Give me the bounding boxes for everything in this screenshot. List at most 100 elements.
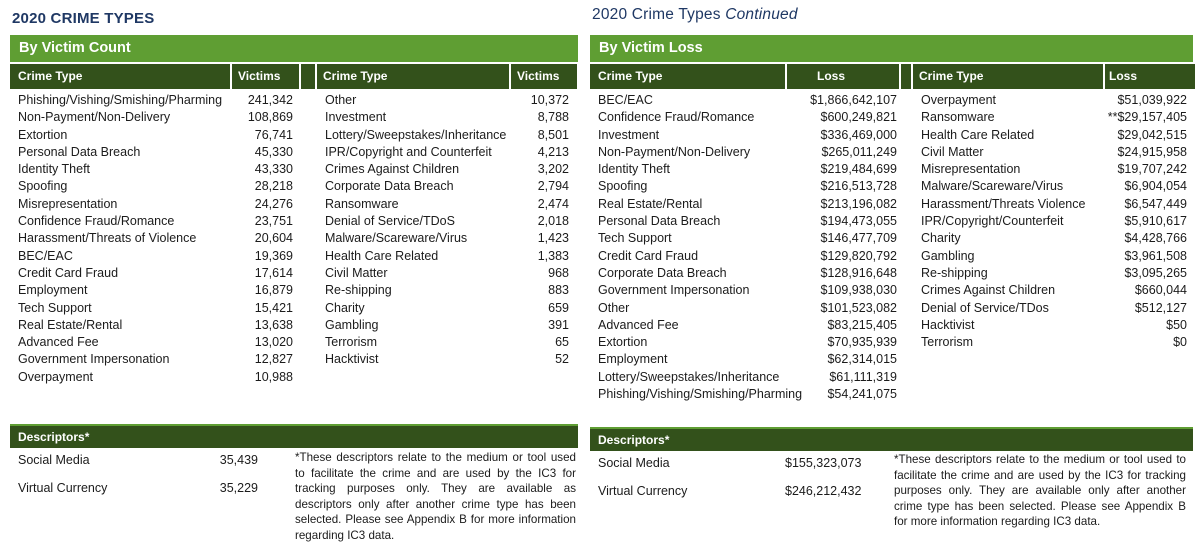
spacer-cell (301, 265, 315, 282)
value-cell: $5,910,617 (1124, 214, 1187, 229)
descriptors-banner-left: Descriptors* (10, 424, 578, 448)
spacer-cell (901, 300, 911, 317)
value-cell: 1,383 (537, 248, 569, 263)
value-cell: 968 (548, 265, 569, 280)
spacer-cell (301, 109, 315, 126)
crime-type-cell: Malware/Scareware/Virus (325, 231, 468, 246)
spacer-cell (301, 213, 315, 230)
spacer-cell (301, 161, 315, 178)
victim-loss-panel: 2020 Crime Types Continued By Victim Los… (590, 0, 1195, 553)
crime-type-cell: Hacktivist (325, 352, 379, 367)
crime-type-cell (913, 369, 1103, 386)
value-cell: $101,523,082 (820, 300, 897, 315)
crime-type-cell: Terrorism (325, 335, 378, 350)
spacer-cell (301, 178, 315, 195)
value-cell: $109,938,030 (820, 283, 897, 298)
value-cell: 2,474 (537, 196, 569, 211)
spacer-cell (901, 265, 911, 282)
crime-type-cell: IPR/Copyright and Counterfeit (325, 144, 492, 159)
crime-type-cell: Terrorism (921, 335, 974, 350)
crime-type-cell: Harassment/Threats of Violence (18, 231, 197, 246)
spacer-cell (301, 317, 315, 334)
crime-type-cell: Advanced Fee (598, 317, 679, 332)
crime-type-cell: Ransomware (921, 110, 995, 125)
value-cell: 52 (555, 352, 569, 367)
column-header-victims-2: Victims (511, 64, 577, 89)
value-cell: 23,751 (254, 214, 293, 229)
crime-type-cell: Misrepresentation (921, 162, 1021, 177)
crime-type-cell: Lottery/Sweepstakes/Inheritance (598, 369, 780, 384)
crime-type-cell: Personal Data Breach (18, 144, 141, 159)
value-cell: 45,330 (254, 144, 293, 159)
value-cell: 241,342 (247, 93, 293, 107)
crime-type-cell: Civil Matter (325, 265, 388, 280)
value-cell: 659 (548, 300, 569, 315)
value-cell: 10,372 (530, 93, 569, 107)
descriptor-value: $155,323,073 (785, 456, 862, 470)
value-cell: $50 (1166, 317, 1187, 332)
value-cell: 43,330 (254, 162, 293, 177)
value-cell: 3,202 (537, 162, 569, 177)
spacer-cell (301, 248, 315, 265)
spacer-cell (901, 109, 911, 126)
spacer-cell (901, 386, 911, 403)
page-title-right-text: 2020 Crime Types (592, 6, 726, 23)
value-cell: $194,473,055 (820, 214, 897, 229)
crime-type-cell: Spoofing (598, 179, 648, 194)
crime-type-cell: Extortion (18, 127, 68, 142)
spacer-cell (301, 92, 315, 109)
crime-type-cell: BEC/EAC (18, 248, 73, 263)
value-cell: $146,477,709 (820, 231, 897, 246)
value-cell: 4,213 (537, 144, 569, 159)
value-cell: 108,869 (247, 110, 293, 125)
page-title-right: 2020 Crime Types Continued (592, 6, 798, 24)
crime-type-cell: Harassment/Threats Violence (921, 196, 1086, 211)
value-cell (1105, 351, 1195, 368)
crime-type-cell: Charity (325, 300, 365, 315)
value-cell: $4,428,766 (1124, 231, 1187, 246)
spacer-cell (901, 369, 911, 386)
crime-type-cell: BEC/EAC (598, 93, 653, 107)
value-cell: **$29,157,405 (1107, 110, 1187, 125)
crime-type-cell: Government Impersonation (598, 283, 750, 298)
spacer-cell (901, 92, 911, 109)
value-cell: $660,044 (1134, 283, 1187, 298)
crime-type-cell: Overpayment (18, 369, 94, 384)
spacer-cell (901, 248, 911, 265)
value-cell: 13,638 (254, 317, 293, 332)
value-cell: $265,011,249 (821, 144, 897, 159)
spacer-cell (901, 161, 911, 178)
value-cell: $83,215,405 (827, 317, 897, 332)
value-cell: $216,513,728 (820, 179, 897, 194)
value-cell: 28,218 (254, 179, 293, 194)
crime-type-cell: Other (325, 93, 357, 107)
value-cell: $0 (1173, 335, 1187, 350)
by-victim-loss-banner: By Victim Loss (590, 35, 1193, 62)
spacer-cell (301, 196, 315, 213)
crime-type-cell: Real Estate/Rental (598, 196, 703, 211)
spacer-cell (901, 334, 911, 351)
crime-type-cell: Confidence Fraud/Romance (598, 110, 755, 125)
descriptors-banner-right: Descriptors* (590, 427, 1193, 451)
column-header-victims-1: Victims (232, 64, 299, 89)
crime-type-cell: Re-shipping (325, 283, 392, 298)
spacer-cell (901, 213, 911, 230)
victim-loss-table-body: BEC/EAC $1,866,642,107 Overpayment $51,039,… (590, 92, 1195, 403)
value-cell: $29,042,515 (1117, 127, 1187, 142)
value-cell: $51,039,922 (1117, 93, 1187, 107)
descriptor-value: 35,229 (219, 481, 258, 495)
crime-type-cell: Lottery/Sweepstakes/Inheritance (325, 127, 507, 142)
value-cell: $512,127 (1134, 300, 1187, 315)
crime-type-cell: Denial of Service/TDos (921, 300, 1049, 315)
descriptor-label: Virtual Currency (598, 484, 688, 498)
descriptor-value: $246,212,432 (785, 484, 862, 498)
crime-type-cell: Investment (325, 110, 387, 125)
value-cell: 15,421 (254, 300, 293, 315)
value-cell: 2,018 (537, 214, 569, 229)
crime-type-cell: Phishing/Vishing/Smishing/Pharming (18, 93, 223, 107)
spacer-cell (301, 351, 315, 368)
descriptor-value: 35,439 (219, 453, 258, 467)
crime-type-cell (913, 386, 1103, 403)
value-cell (1105, 369, 1195, 386)
